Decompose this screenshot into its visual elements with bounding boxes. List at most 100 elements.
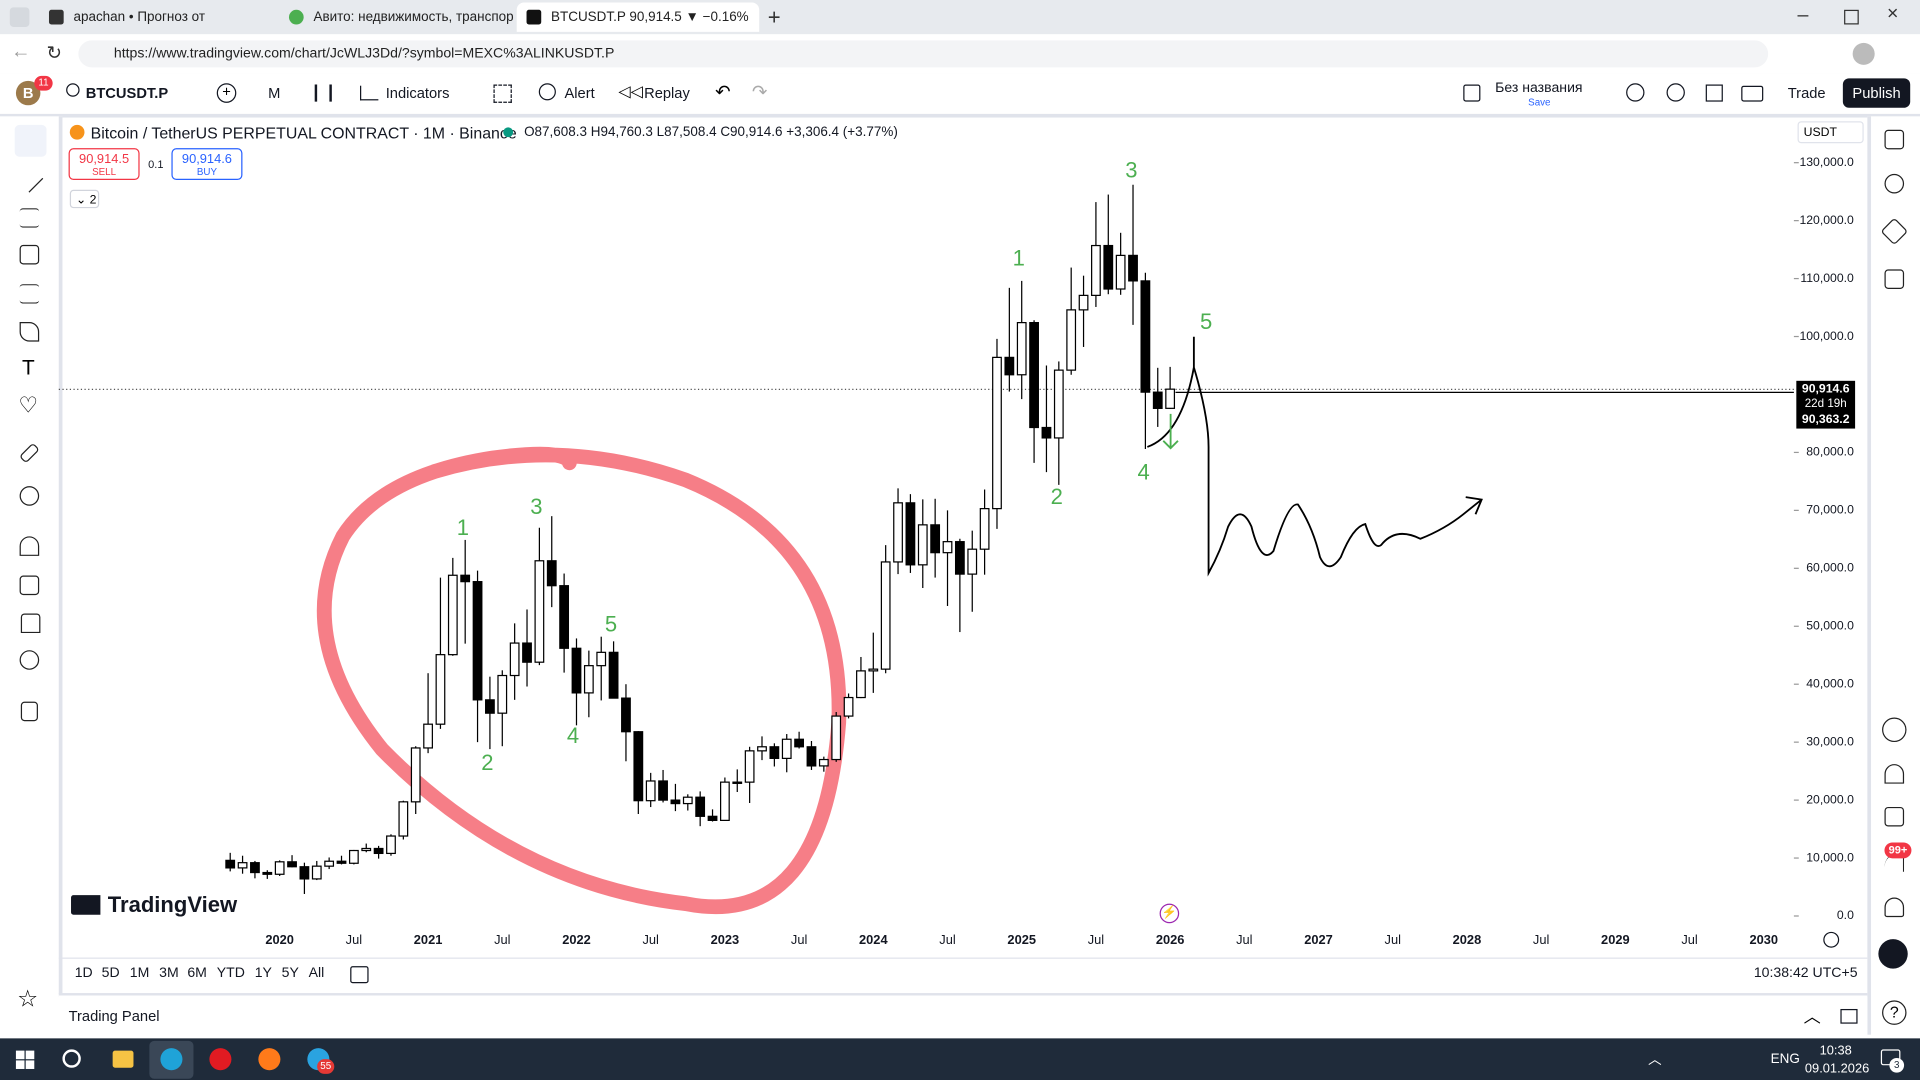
events[interactable]: ⚡	[1159, 903, 1180, 924]
candle-body	[1091, 244, 1101, 296]
search[interactable]	[62, 1049, 81, 1068]
save[interactable]: Save	[1528, 96, 1551, 108]
x-tick-label: 2025	[1007, 932, 1036, 947]
remove[interactable]	[20, 701, 38, 722]
date[interactable]: 09.01.2026	[1804, 1061, 1870, 1077]
tab-menu[interactable]	[9, 7, 30, 27]
firefox[interactable]	[258, 1048, 281, 1071]
x-tick-label: Jul	[1681, 932, 1697, 947]
axis-settings[interactable]	[1823, 931, 1840, 948]
watchlist[interactable]	[1884, 129, 1905, 150]
range[interactable]: 1D	[74, 966, 93, 981]
watchlist-star[interactable]: ☆	[17, 986, 39, 1013]
text-tool[interactable]: T	[22, 356, 35, 380]
tab-active[interactable]: BTCUSDT.P 90,914.5 ▼ −0.16% Бе	[516, 2, 760, 32]
lock[interactable]	[20, 613, 41, 634]
opera[interactable]	[209, 1048, 232, 1071]
range[interactable]: 6M	[187, 966, 207, 981]
hide[interactable]	[19, 650, 40, 670]
candle-body	[967, 548, 978, 575]
replay[interactable]: Replay	[644, 84, 690, 102]
icon[interactable]	[1626, 83, 1645, 102]
candle-body	[274, 861, 285, 875]
lock-draw[interactable]	[19, 575, 40, 596]
new-tab[interactable]: +	[767, 4, 781, 30]
x-tick-label: 2022	[562, 932, 591, 947]
undo[interactable]: ↶	[715, 82, 731, 103]
tab[interactable]: Авито: недвижимость, транспор	[279, 2, 514, 31]
chart-title[interactable]: Bitcoin / TetherUS PERPETUAL CONTRACT · …	[90, 123, 517, 143]
chats[interactable]	[1884, 269, 1905, 289]
sell-button[interactable]: 90,914.5 SELL	[68, 148, 140, 181]
ideas[interactable]	[1882, 717, 1907, 743]
symbol[interactable]: BTCUSDT.P	[85, 84, 169, 102]
compare[interactable]: +	[216, 83, 237, 103]
range[interactable]: 5D	[101, 966, 120, 981]
buy-label: BUY	[196, 166, 218, 178]
start[interactable]	[15, 1050, 35, 1069]
profile[interactable]	[1852, 42, 1875, 65]
reload[interactable]: ↻	[46, 42, 62, 64]
fib-tool[interactable]	[19, 208, 40, 228]
goto-date[interactable]	[350, 966, 369, 984]
forecast-tool[interactable]	[19, 284, 40, 304]
publish[interactable]: Publish	[1842, 78, 1911, 108]
clock[interactable]: 10:38:42 UTC+5	[1753, 966, 1858, 981]
x-tick-label: Jul	[346, 932, 362, 947]
y-tick-label: 50,000.0	[1806, 618, 1854, 632]
products[interactable]	[1878, 939, 1908, 969]
interval[interactable]: M	[268, 84, 281, 102]
help[interactable]: ?	[1882, 1000, 1907, 1025]
notifications[interactable]	[1884, 897, 1905, 918]
time[interactable]: 10:38	[1819, 1043, 1852, 1058]
minimize[interactable]: –	[1797, 4, 1809, 26]
x-tick-label: Jul	[939, 932, 955, 947]
range[interactable]: YTD	[216, 966, 245, 981]
layout-name[interactable]: Без названия	[1495, 80, 1583, 96]
magnet[interactable]	[19, 536, 40, 556]
range[interactable]: 1Y	[254, 966, 272, 981]
templates[interactable]	[493, 84, 512, 103]
zoom[interactable]	[19, 486, 40, 506]
close[interactable]: ×	[1886, 3, 1899, 25]
badge: 99+	[1884, 842, 1912, 859]
buy-button[interactable]: 90,914.6 BUY	[171, 148, 243, 181]
range[interactable]: 1M	[129, 966, 150, 981]
currency[interactable]: USDT	[1797, 121, 1864, 144]
indicators-toggle[interactable]: ⌄ 2	[69, 189, 100, 209]
pine[interactable]	[1884, 764, 1905, 784]
range[interactable]: 3M	[159, 966, 179, 981]
pattern-tool[interactable]	[19, 244, 40, 265]
explorer[interactable]	[112, 1050, 134, 1068]
range[interactable]: 5Y	[281, 966, 299, 981]
chart-type[interactable]	[314, 84, 332, 102]
search-icon[interactable]	[66, 83, 80, 97]
icon-tool[interactable]: ♡	[18, 393, 39, 418]
y-tick-label: 30,000.0	[1806, 734, 1854, 748]
last-price: 90,914.6	[1802, 381, 1850, 395]
snapshot[interactable]	[1741, 85, 1764, 102]
quantity[interactable]: 0.1	[148, 157, 164, 171]
expand[interactable]: ︿	[1803, 1006, 1821, 1027]
brush-tool[interactable]	[19, 322, 40, 342]
redo[interactable]: ↷	[751, 82, 768, 103]
fullscreen[interactable]	[1705, 84, 1723, 102]
trading-panel[interactable]: Trading Panel	[68, 1007, 160, 1025]
settings[interactable]	[1666, 83, 1685, 102]
candle-body	[1066, 309, 1077, 371]
url-box[interactable]	[78, 40, 1769, 68]
alerts[interactable]	[1884, 173, 1905, 194]
maximize[interactable]	[1844, 9, 1859, 25]
maximize-panel[interactable]	[1840, 1008, 1858, 1024]
cursor-tool[interactable]	[14, 124, 47, 157]
back[interactable]: ←	[11, 41, 31, 63]
trade[interactable]: Trade	[1787, 84, 1826, 102]
range[interactable]: All	[308, 966, 325, 981]
tray-expand[interactable]: ︿	[1648, 1053, 1662, 1068]
indicators[interactable]: Indicators	[385, 84, 450, 102]
wave-label: 4	[1138, 460, 1150, 485]
language[interactable]: ENG	[1770, 1051, 1800, 1067]
alert[interactable]: Alert	[564, 84, 595, 102]
calendar[interactable]	[1884, 806, 1905, 827]
tab[interactable]: apachan • Прогноз от профессио	[37, 2, 276, 31]
